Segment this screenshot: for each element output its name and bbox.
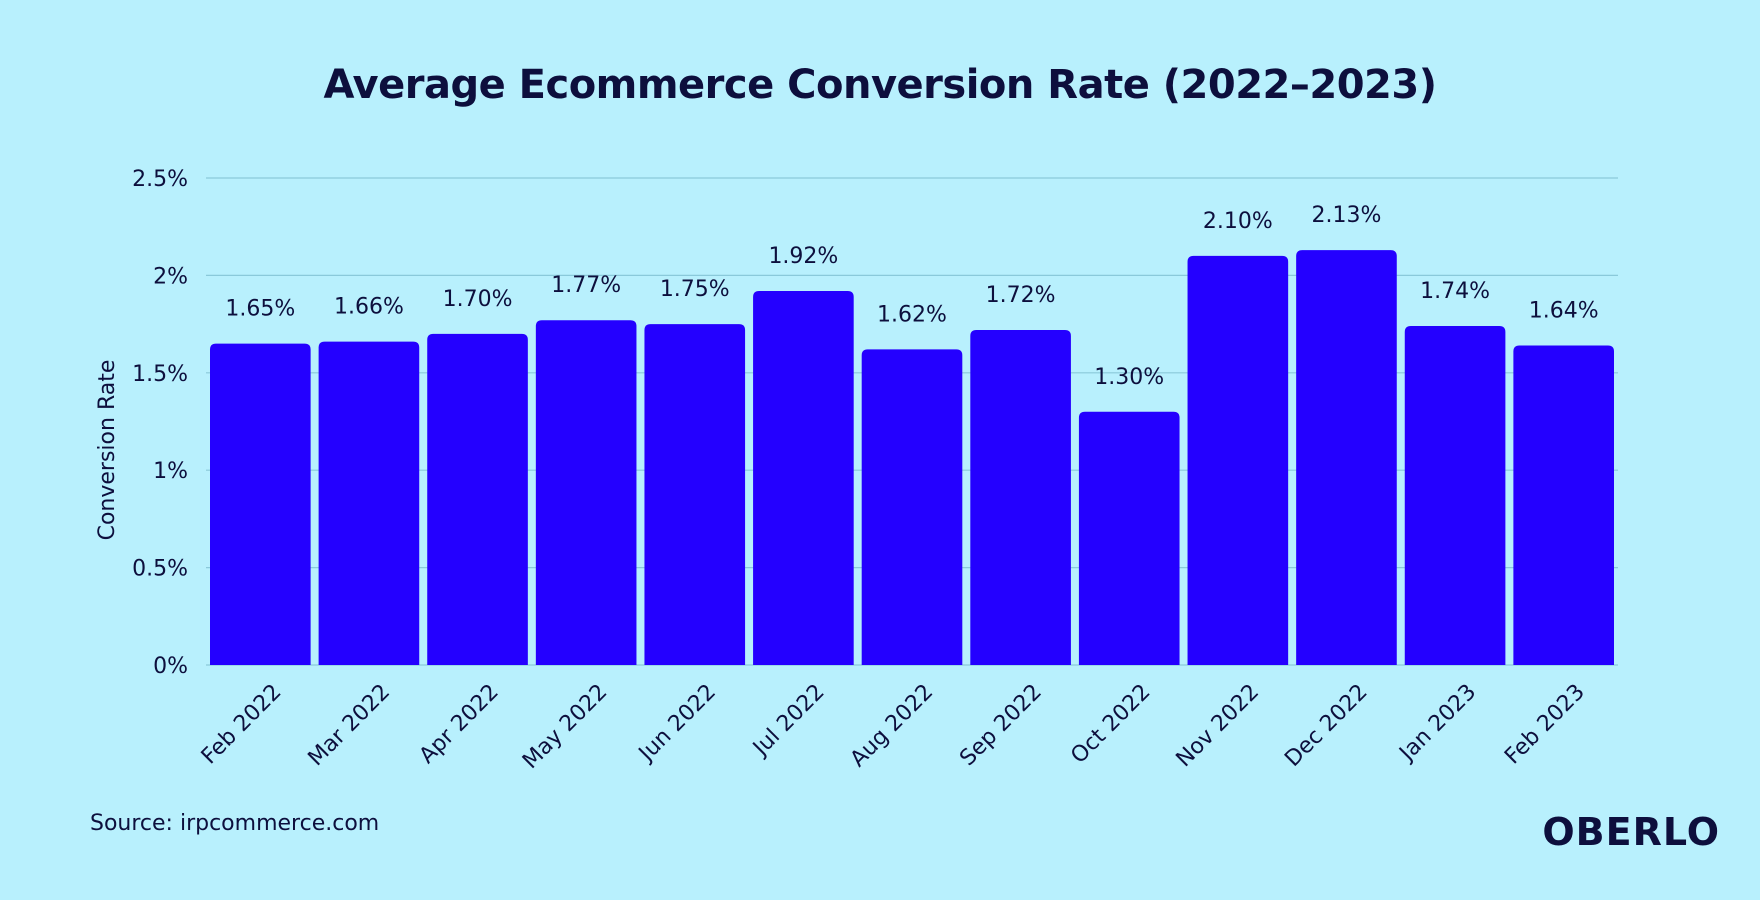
bars bbox=[210, 250, 1614, 666]
x-tick-label: Mar 2022 bbox=[304, 680, 396, 772]
x-tick-label: Nov 2022 bbox=[1172, 680, 1265, 773]
data-label: 1.74% bbox=[1420, 279, 1490, 304]
x-axis-ticks: Feb 2022 Mar 2022 Apr 2022 May 2022 Jun 2022… bbox=[197, 680, 1590, 774]
bar bbox=[1296, 250, 1397, 666]
x-tick-label: Oct 2022 bbox=[1066, 680, 1155, 769]
y-axis-title: Conversion Rate bbox=[95, 360, 120, 541]
x-tick-label: Apr 2022 bbox=[415, 680, 504, 769]
bar bbox=[1187, 255, 1289, 666]
x-tick-label: Jun 2022 bbox=[633, 680, 721, 768]
bar bbox=[861, 349, 963, 665]
data-labels: 1.65% 1.66% 1.70% 1.77% 1.75% 1.92% 1.62% 1.72%… bbox=[225, 203, 1598, 390]
bar bbox=[427, 333, 528, 665]
x-tick-label: Dec 2022 bbox=[1280, 680, 1372, 772]
data-label: 2.10% bbox=[1203, 209, 1273, 234]
data-label: 1.66% bbox=[334, 295, 404, 320]
y-tick-label: 2% bbox=[153, 264, 188, 289]
data-label: 1.72% bbox=[986, 283, 1056, 308]
x-tick-label: Jan 2023 bbox=[1394, 680, 1482, 768]
data-label: 1.70% bbox=[443, 287, 513, 312]
y-tick-label: 1% bbox=[153, 459, 188, 484]
oberlo-logo: OBERLO bbox=[1542, 810, 1720, 854]
data-label: 1.92% bbox=[768, 244, 838, 269]
x-tick-label: Feb 2023 bbox=[1500, 680, 1590, 770]
x-tick-label: Aug 2022 bbox=[846, 680, 939, 773]
source-note: Source: irpcommerce.com bbox=[90, 811, 380, 836]
x-tick-label: Jul 2022 bbox=[747, 680, 829, 762]
data-label: 1.62% bbox=[877, 302, 947, 327]
y-tick-label: 1.5% bbox=[132, 362, 188, 387]
y-axis-ticks: 0% 0.5% 1% 1.5% 2% 2.5% bbox=[132, 167, 188, 679]
data-label: 2.13% bbox=[1312, 203, 1382, 228]
bar bbox=[1404, 326, 1506, 665]
bar bbox=[210, 343, 311, 665]
bar bbox=[970, 329, 1071, 665]
bar bbox=[644, 324, 746, 665]
x-tick-label: Feb 2022 bbox=[197, 680, 287, 770]
chart-title: Average Ecommerce Conversion Rate (2022–… bbox=[323, 62, 1437, 108]
data-label: 1.30% bbox=[1094, 365, 1164, 390]
bar bbox=[535, 320, 637, 665]
bar bbox=[1078, 411, 1180, 665]
x-tick-label: May 2022 bbox=[518, 680, 612, 774]
bar bbox=[753, 290, 854, 665]
y-tick-label: 0.5% bbox=[132, 557, 188, 582]
data-label: 1.64% bbox=[1529, 299, 1599, 324]
data-label: 1.77% bbox=[551, 273, 621, 298]
bar bbox=[318, 341, 420, 665]
y-tick-label: 2.5% bbox=[132, 167, 188, 192]
bar bbox=[1513, 345, 1614, 665]
data-label: 1.75% bbox=[660, 277, 730, 302]
data-label: 1.65% bbox=[225, 297, 295, 322]
x-tick-label: Sep 2022 bbox=[955, 680, 1047, 772]
y-tick-label: 0% bbox=[153, 654, 188, 679]
